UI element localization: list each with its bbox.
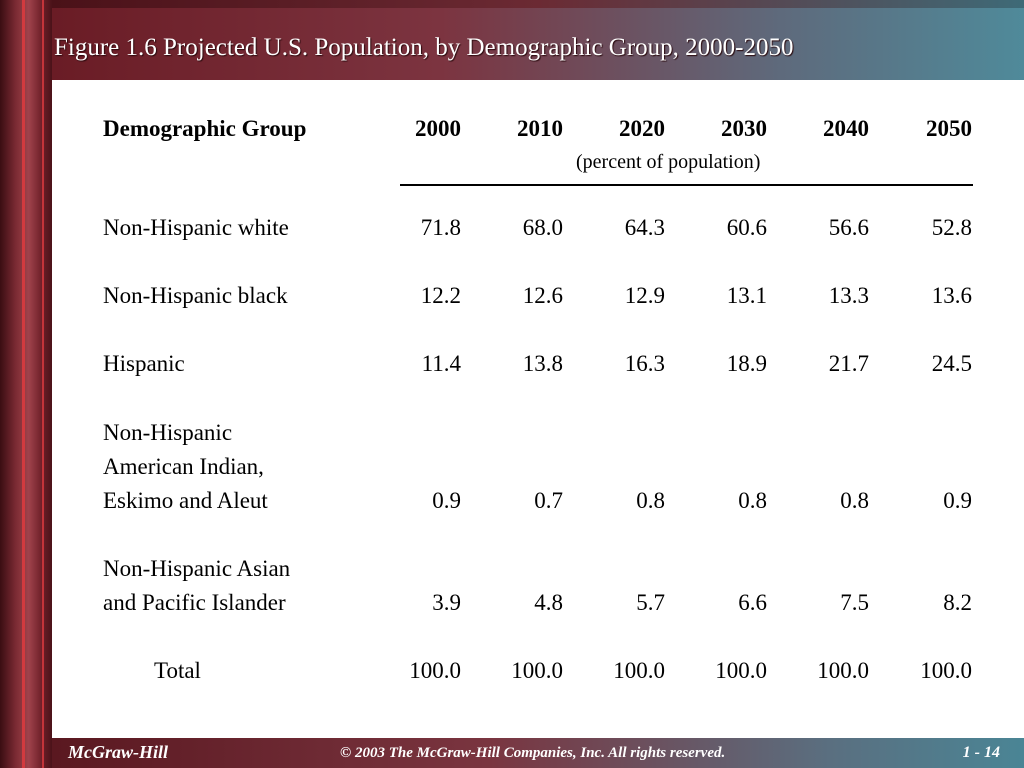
table-cell: 12.2 [420,283,461,308]
row-label-line: and Pacific Islander [103,590,286,615]
table-cell: 8.2 [943,590,972,615]
content-panel [52,80,1024,738]
publisher-name: McGraw-Hill [68,742,169,762]
table-cell: 56.6 [828,215,869,240]
header-band [52,0,1024,80]
copyright-notice: © 2003 The McGraw-Hill Companies, Inc. A… [340,745,726,761]
table-cell: 24.5 [931,351,972,376]
left-accent-line [22,0,25,768]
unit-note: (percent of population) [576,151,761,173]
year-header-2010: 2010 [517,116,563,141]
row-label: Non-Hispanic black [103,283,288,308]
page-number: 1 - 14 [962,744,1000,761]
table-cell: 13.1 [726,283,767,308]
total-cell: 100.0 [817,658,869,683]
header-top-stripe [52,0,1024,8]
table-cell: 7.5 [840,590,869,615]
table-cell: 11.4 [421,351,461,376]
table-cell: 12.9 [624,283,665,308]
footer-band: McGraw-Hill © 2003 The McGraw-Hill Compa… [52,738,1024,768]
table-cell: 13.6 [931,283,972,308]
header-rule [400,184,973,186]
year-header-2000: 2000 [415,116,461,141]
slide-title: Figure 1.6 Projected U.S. Population, by… [54,34,794,61]
table-cell: 13.3 [828,283,869,308]
row-label: Non-Hispanic white [103,215,289,240]
total-cell: 100.0 [613,658,665,683]
total-label: Total [154,658,201,683]
table-cell: 13.8 [522,351,563,376]
table-cell: 64.3 [624,215,665,240]
table-cell: 0.7 [534,488,563,513]
group-column-header: Demographic Group [103,116,307,141]
year-header-2030: 2030 [721,116,767,141]
table-cell: 4.8 [534,590,563,615]
table-cell: 68.0 [522,215,563,240]
table-cell: 6.6 [738,590,767,615]
table-cell: 16.3 [624,351,665,376]
table-cell: 52.8 [931,215,972,240]
left-accent-line-2 [42,0,44,768]
table-cell: 0.9 [432,488,461,513]
table-cell: 0.8 [840,488,869,513]
table-cell: 3.9 [432,590,461,615]
table-cell: 21.7 [828,351,869,376]
row-label-line: Non-Hispanic Asian [103,556,291,581]
table-cell: 5.7 [636,590,665,615]
row-label-line: Eskimo and Aleut [103,488,268,513]
table-cell: 0.8 [636,488,665,513]
row-label-line: Non-Hispanic [103,420,233,445]
table-cell: 60.6 [726,215,767,240]
total-cell: 100.0 [715,658,767,683]
year-header-2040: 2040 [823,116,869,141]
total-cell: 100.0 [920,658,972,683]
table-cell: 18.9 [726,351,767,376]
table-cell: 0.8 [738,488,767,513]
left-decorative-bar [0,0,52,768]
total-cell: 100.0 [409,658,461,683]
row-label-line: American Indian, [103,454,264,479]
row-label: Hispanic [103,351,185,376]
year-header-2020: 2020 [619,116,665,141]
table-cell: 12.6 [522,283,563,308]
table-cell: 0.9 [943,488,972,513]
total-cell: 100.0 [511,658,563,683]
year-header-2050: 2050 [926,116,972,141]
table-cell: 71.8 [420,215,461,240]
